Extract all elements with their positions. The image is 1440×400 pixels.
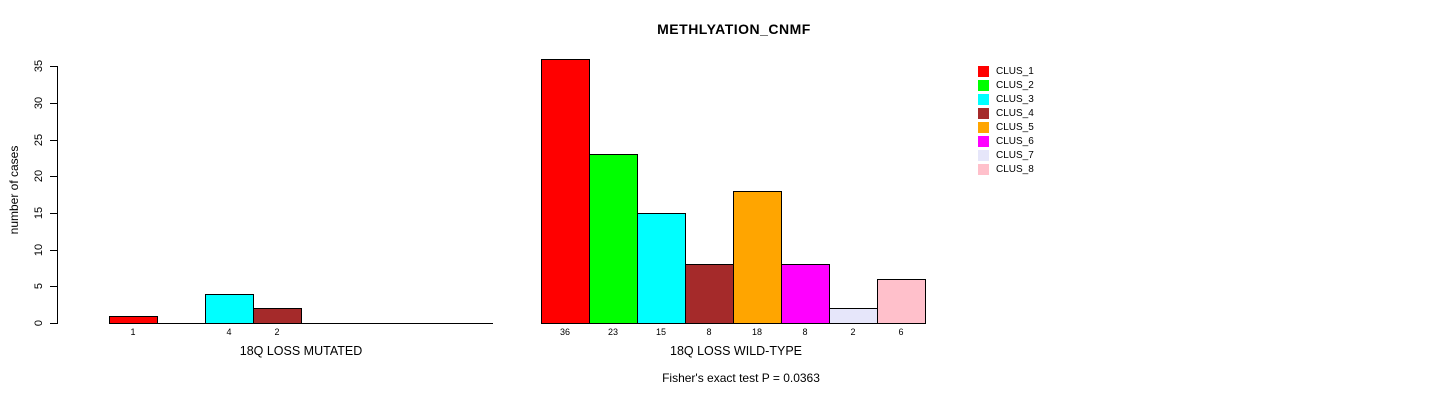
y-axis-tick [50, 176, 57, 177]
y-axis-tick-label: 15 [33, 206, 45, 220]
bar-18q-loss-wild-type-clus_2 [589, 154, 638, 324]
bar-value-label: 1 [130, 326, 136, 337]
legend-label-clus_5: CLUS_5 [996, 122, 1034, 133]
legend-swatch-clus_3 [978, 94, 989, 105]
bar-18q-loss-wild-type-clus_8 [877, 279, 926, 324]
y-axis-tick [50, 286, 57, 287]
bar-18q-loss-wild-type-clus_3 [637, 213, 686, 324]
x-axis-label-wild-type: 18Q LOSS WILD-TYPE [670, 344, 802, 358]
y-axis-tick-label: 30 [33, 96, 45, 110]
bar-18q-loss-wild-type-clus_5 [733, 191, 782, 324]
y-axis-tick-label: 20 [33, 169, 45, 183]
bar-value-label: 8 [706, 326, 712, 337]
bar-value-label: 36 [559, 326, 571, 337]
bar-value-label: 8 [802, 326, 808, 337]
bar-value-label: 2 [850, 326, 856, 337]
y-axis-tick [50, 250, 57, 251]
bar-value-label: 23 [607, 326, 619, 337]
bar-18q-loss-mutated-clus_4 [253, 308, 302, 324]
y-axis-tick-label: 35 [33, 59, 45, 73]
legend-label-clus_2: CLUS_2 [996, 80, 1034, 91]
bar-value-label: 15 [655, 326, 667, 337]
y-axis-tick [50, 140, 57, 141]
bar-18q-loss-mutated-clus_1 [109, 316, 158, 324]
bar-value-label: 2 [274, 326, 280, 337]
legend-label-clus_3: CLUS_3 [996, 94, 1034, 105]
bar-value-label: 18 [751, 326, 763, 337]
bar-value-label: 4 [226, 326, 232, 337]
legend-swatch-clus_1 [978, 66, 989, 77]
bar-18q-loss-wild-type-clus_4 [685, 264, 734, 324]
bar-value-label: 6 [898, 326, 904, 337]
y-axis-line [57, 66, 58, 324]
fisher-test-annotation: Fisher's exact test P = 0.0363 [662, 371, 820, 385]
legend-label-clus_7: CLUS_7 [996, 150, 1034, 161]
legend-swatch-clus_6 [978, 136, 989, 147]
legend-swatch-clus_5 [978, 122, 989, 133]
y-axis-tick [50, 213, 57, 214]
bar-18q-loss-wild-type-clus_1 [541, 59, 590, 324]
y-axis-tick [50, 103, 57, 104]
y-axis-label: number of cases [7, 145, 21, 235]
legend-swatch-clus_2 [978, 80, 989, 91]
legend-swatch-clus_8 [978, 164, 989, 175]
y-axis-tick-label: 25 [33, 133, 45, 147]
bar-18q-loss-wild-type-clus_6 [781, 264, 830, 324]
legend-label-clus_8: CLUS_8 [996, 164, 1034, 175]
legend-swatch-clus_7 [978, 150, 989, 161]
y-axis-tick-label: 10 [33, 243, 45, 257]
x-axis-label-mutated: 18Q LOSS MUTATED [239, 344, 363, 358]
legend-label-clus_6: CLUS_6 [996, 136, 1034, 147]
legend-label-clus_4: CLUS_4 [996, 108, 1034, 119]
y-axis-tick [50, 66, 57, 67]
chart-title: METHLYATION_CNMF [657, 21, 811, 37]
y-axis-tick-label: 0 [33, 319, 45, 327]
bar-18q-loss-wild-type-clus_7 [829, 308, 878, 324]
bar-18q-loss-mutated-clus_3 [205, 294, 254, 324]
legend-label-clus_1: CLUS_1 [996, 66, 1034, 77]
legend-swatch-clus_4 [978, 108, 989, 119]
y-axis-tick-label: 5 [33, 282, 45, 290]
y-axis-tick [50, 323, 57, 324]
